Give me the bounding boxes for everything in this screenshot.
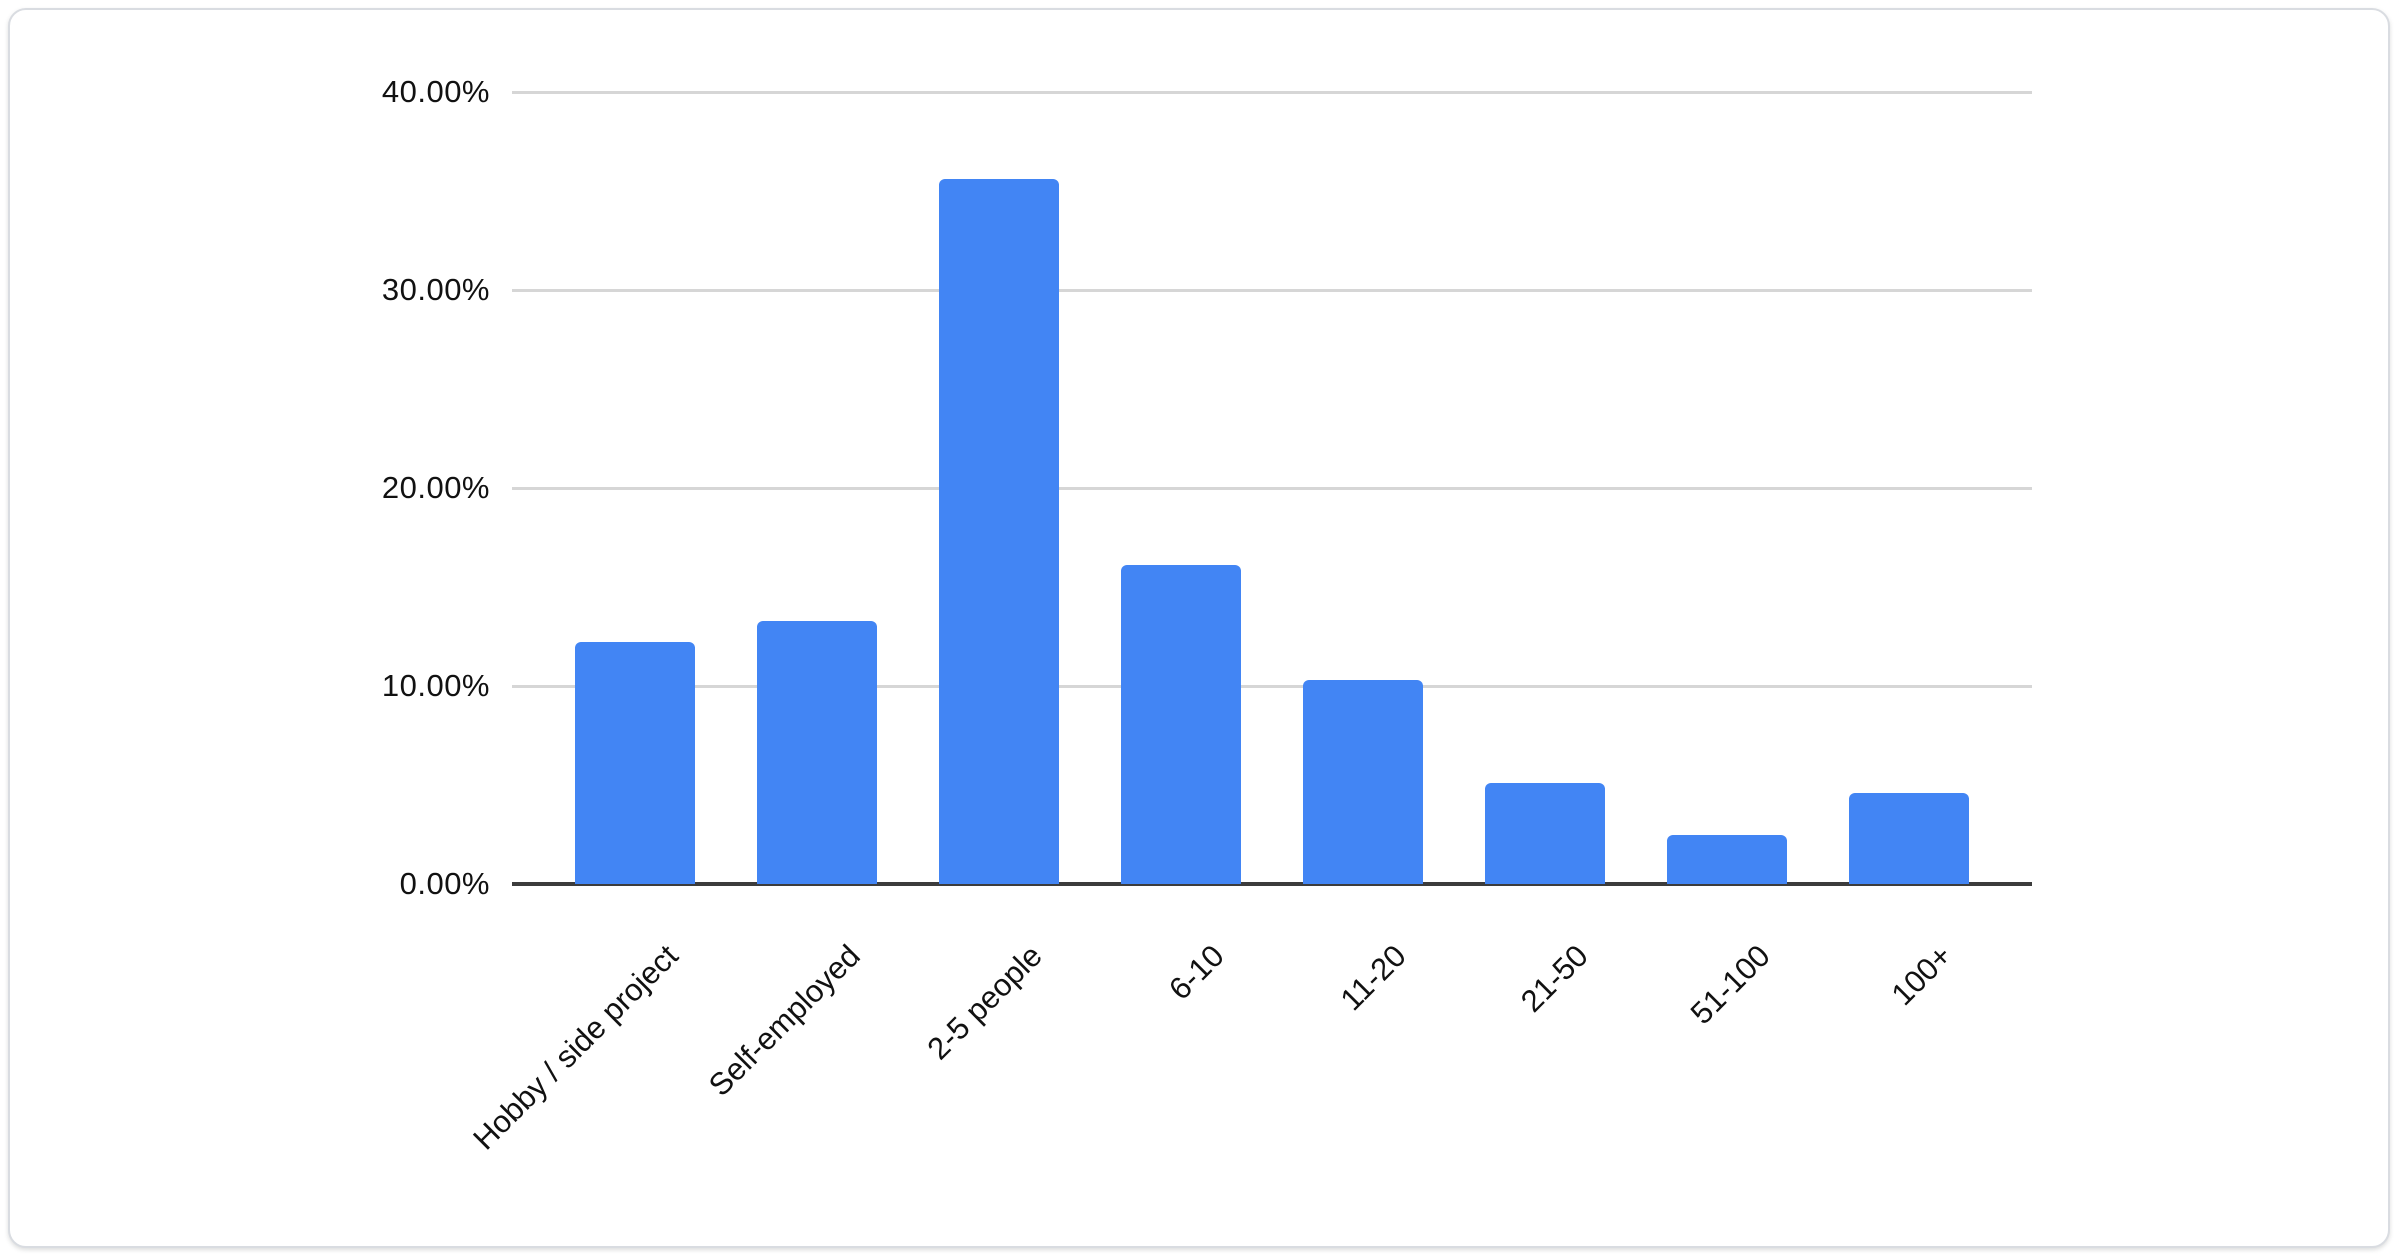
bar[interactable] (757, 620, 877, 884)
bar[interactable] (939, 179, 1059, 884)
x-axis-tick-label: Self-employed (701, 938, 867, 1103)
x-axis-tick-label: 11-20 (1333, 938, 1413, 1018)
bar[interactable] (1121, 565, 1241, 884)
gridline (512, 684, 2032, 688)
bar[interactable] (1485, 783, 1605, 884)
x-axis-tick-label: 6-10 (1162, 938, 1231, 1007)
x-axis-tick-label: 2-5 people (920, 938, 1049, 1067)
x-axis-line (512, 882, 2032, 886)
bar[interactable] (575, 642, 695, 884)
y-axis-tick-label: 0.00% (399, 866, 490, 901)
x-axis-tick-label: Hobby / side project (466, 938, 685, 1157)
y-axis-tick-label: 30.00% (381, 272, 490, 307)
x-axis-tick-label: 21-50 (1513, 938, 1595, 1019)
y-axis-tick-label: 20.00% (381, 470, 490, 505)
bar[interactable] (1667, 834, 1787, 884)
gridline (512, 288, 2032, 292)
gridline (512, 90, 2032, 94)
y-axis-tick-label: 40.00% (381, 74, 490, 109)
gridline (512, 486, 2032, 490)
bar[interactable] (1303, 680, 1423, 884)
y-axis-tick-label: 10.00% (381, 668, 490, 703)
x-axis-tick-label: 100+ (1884, 938, 1959, 1013)
bar[interactable] (1849, 792, 1969, 884)
x-axis-tick-label: 51-100 (1683, 938, 1777, 1032)
